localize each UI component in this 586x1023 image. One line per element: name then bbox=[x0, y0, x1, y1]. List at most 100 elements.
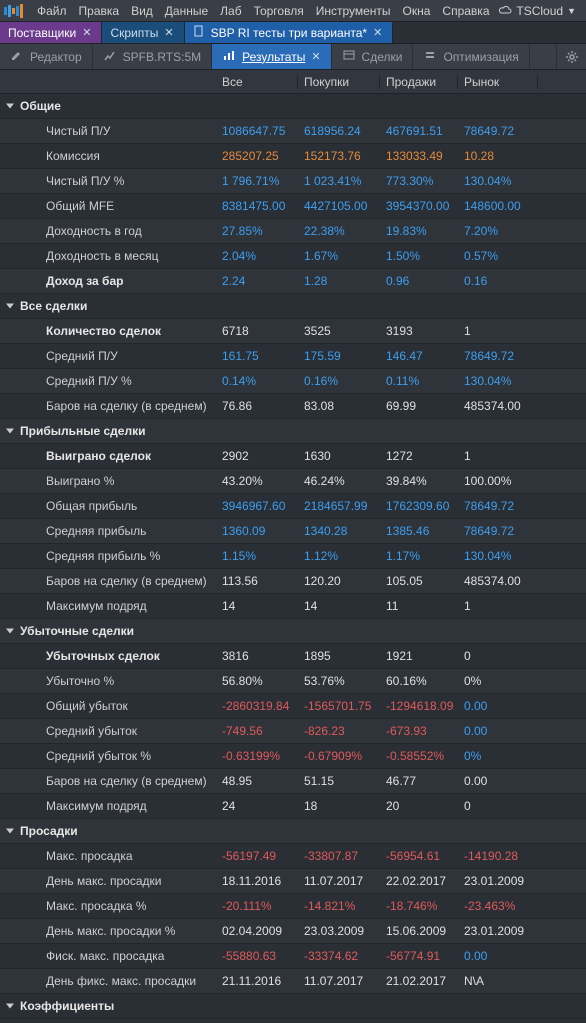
menu-файл[interactable]: Файл bbox=[31, 4, 73, 18]
view-tab-results[interactable]: Результаты ✕ bbox=[212, 44, 331, 69]
data-row: Общая прибыль3946967.602184657.991762309… bbox=[0, 494, 586, 519]
row-label: Максимум подряд bbox=[0, 599, 216, 613]
doc-tab-2[interactable]: SBP RI тесты три варианта* ✕ bbox=[185, 22, 394, 43]
cell: 27.85% bbox=[216, 224, 298, 238]
cell: 113.56 bbox=[216, 574, 298, 588]
row-label: Макс. просадка % bbox=[0, 899, 216, 913]
cell: 11.07.2017 bbox=[298, 874, 380, 888]
row-label: Средний П/У % bbox=[0, 374, 216, 388]
row-label: Средняя прибыль bbox=[0, 524, 216, 538]
menu-лаб[interactable]: Лаб bbox=[214, 4, 247, 18]
cell: 78649.72 bbox=[458, 499, 538, 513]
row-label: Чистый П/У % bbox=[0, 174, 216, 188]
data-row: Чистый П/У %1 796.71%1 023.41%773.30%130… bbox=[0, 169, 586, 194]
cell: 1.67% bbox=[298, 249, 380, 263]
section-title: Прибыльные сделки bbox=[0, 424, 216, 438]
cloud-icon bbox=[498, 4, 512, 18]
data-row: Средний убыток-749.56-826.23-673.930.00 bbox=[0, 719, 586, 744]
cell: 1.28 bbox=[298, 274, 380, 288]
row-label: Доходность в год bbox=[0, 224, 216, 238]
section-header-row[interactable]: Прибыльные сделки bbox=[0, 419, 586, 444]
data-row: Общий MFE8381475.004427105.003954370.001… bbox=[0, 194, 586, 219]
row-label: Общий убыток bbox=[0, 699, 216, 713]
row-label: Выиграно сделок bbox=[0, 449, 216, 463]
cell: 46.77 bbox=[380, 774, 458, 788]
settings-button[interactable] bbox=[556, 44, 586, 69]
row-label: Количество сделок bbox=[0, 324, 216, 338]
close-icon[interactable]: ✕ bbox=[373, 26, 382, 39]
section-title: Все сделки bbox=[0, 299, 216, 313]
view-tab-trades[interactable]: Сделки bbox=[332, 44, 414, 69]
cell: 24 bbox=[216, 799, 298, 813]
cell: 2.04% bbox=[216, 249, 298, 263]
row-label: Баров на сделку (в среднем) bbox=[0, 774, 216, 788]
cell: 23.01.2009 bbox=[458, 874, 538, 888]
col-header-4[interactable]: Рынок bbox=[458, 75, 538, 89]
section-header-row[interactable]: Просадки bbox=[0, 819, 586, 844]
cell: 0 bbox=[458, 799, 538, 813]
section-header-row[interactable]: Все сделки bbox=[0, 294, 586, 319]
doc-tab-1[interactable]: Скрипты✕ bbox=[102, 22, 184, 43]
view-tab-opt[interactable]: Оптимизация bbox=[413, 44, 529, 69]
menu-правка[interactable]: Правка bbox=[73, 4, 126, 18]
close-icon[interactable]: ✕ bbox=[164, 26, 173, 39]
data-row: Доходность в год27.85%22.38%19.83%7.20% bbox=[0, 219, 586, 244]
cell: -2860319.84 bbox=[216, 699, 298, 713]
close-icon[interactable]: ✕ bbox=[82, 26, 91, 39]
col-header-2[interactable]: Покупки bbox=[298, 75, 380, 89]
cell: 21.11.2016 bbox=[216, 974, 298, 988]
cell: -14190.28 bbox=[458, 849, 538, 863]
cell: 11 bbox=[380, 599, 458, 613]
view-tab-label: Результаты bbox=[242, 50, 305, 64]
close-icon[interactable]: ✕ bbox=[311, 50, 320, 63]
chevron-down-icon: ▼ bbox=[567, 6, 576, 16]
cell: 1.15% bbox=[216, 549, 298, 563]
cell: -56954.61 bbox=[380, 849, 458, 863]
menu-инструменты[interactable]: Инструменты bbox=[310, 4, 397, 18]
cell: 0.00 bbox=[458, 699, 538, 713]
doc-tab-0[interactable]: Поставщики✕ bbox=[0, 22, 102, 43]
menu-справка[interactable]: Справка bbox=[436, 4, 495, 18]
row-label: Максимум подряд bbox=[0, 799, 216, 813]
data-row: День фикс. макс. просадки21.11.201611.07… bbox=[0, 969, 586, 994]
menu-вид[interactable]: Вид bbox=[125, 4, 159, 18]
cell: -0.58552% bbox=[380, 749, 458, 763]
cloud-status[interactable]: TSCloud ▼ bbox=[498, 4, 582, 18]
menu-данные[interactable]: Данные bbox=[159, 4, 214, 18]
row-label: Убыточных сделок bbox=[0, 649, 216, 663]
row-label: Средний П/У bbox=[0, 349, 216, 363]
cell: 146.47 bbox=[380, 349, 458, 363]
cell: 6718 bbox=[216, 324, 298, 338]
cell: 0.16% bbox=[298, 374, 380, 388]
cell: 22.38% bbox=[298, 224, 380, 238]
menu-торговля[interactable]: Торговля bbox=[248, 4, 310, 18]
menu-окна[interactable]: Окна bbox=[397, 4, 437, 18]
row-label: Выиграно % bbox=[0, 474, 216, 488]
col-header-3[interactable]: Продажи bbox=[380, 75, 458, 89]
col-header-1[interactable]: Все bbox=[216, 75, 298, 89]
cell: 53.76% bbox=[298, 674, 380, 688]
data-row: Выиграно сделок2902163012721 bbox=[0, 444, 586, 469]
cell: 1 bbox=[458, 324, 538, 338]
section-title: Общие bbox=[0, 99, 216, 113]
section-header-row[interactable]: Общие bbox=[0, 94, 586, 119]
data-row: Средний П/У %0.14%0.16%0.11%130.04% bbox=[0, 369, 586, 394]
row-label: Доход за бар bbox=[0, 274, 216, 288]
cell: -56197.49 bbox=[216, 849, 298, 863]
view-tab-label: SPFB.RTS:5M bbox=[123, 50, 201, 64]
cell: 0.00 bbox=[458, 724, 538, 738]
section-header-row[interactable]: Коэффициенты bbox=[0, 994, 586, 1019]
cell: 15.06.2009 bbox=[380, 924, 458, 938]
results-sheet: ВсеПокупкиПродажиРынок ОбщиеЧистый П/У10… bbox=[0, 70, 586, 1023]
cell: 485374.00 bbox=[458, 399, 538, 413]
cell: 20 bbox=[380, 799, 458, 813]
gear-icon bbox=[565, 50, 579, 64]
cell: 22.02.2017 bbox=[380, 874, 458, 888]
tab-label: SBP RI тесты три варианта* bbox=[211, 26, 367, 40]
view-tab-chart[interactable]: SPFB.RTS:5M bbox=[93, 44, 212, 69]
data-row: Макс. просадка-56197.49-33807.87-56954.6… bbox=[0, 844, 586, 869]
data-row: Средняя прибыль %1.15%1.12%1.17%130.04% bbox=[0, 544, 586, 569]
cell: 23.03.2009 bbox=[298, 924, 380, 938]
section-header-row[interactable]: Убыточные сделки bbox=[0, 619, 586, 644]
view-tab-editor[interactable]: Редактор bbox=[0, 44, 93, 69]
